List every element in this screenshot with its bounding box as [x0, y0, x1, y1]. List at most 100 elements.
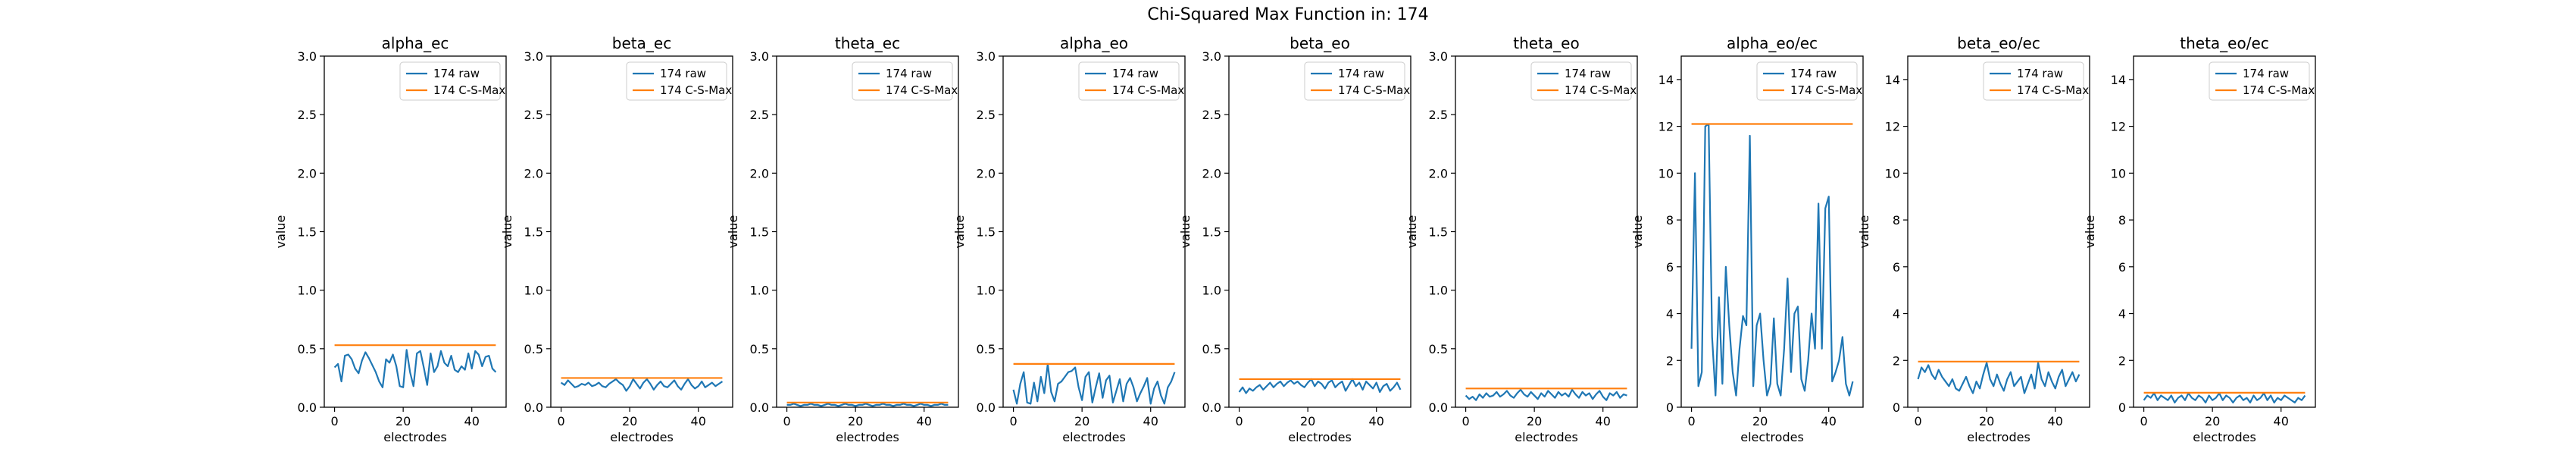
y-tick-label: 3.0 — [524, 49, 543, 64]
y-tick-label: 2.0 — [977, 166, 996, 180]
y-tick-label: 2.5 — [750, 108, 769, 122]
y-tick-label: 1.0 — [1429, 284, 1448, 298]
x-tick-label: 20 — [1527, 414, 1542, 428]
raw-series-line — [1917, 362, 2080, 394]
chart-panel-4: alpha_eo 0 20 40 0.0 0.5 1.0 1.5 2.0 2.5 3.0 electr… — [952, 34, 1186, 444]
chart-panel-3: theta_ec 0 20 40 0.0 0.5 1.0 1.5 2.0 2.5 3.0 electr… — [726, 34, 959, 444]
y-tick-label: 2.0 — [1202, 166, 1221, 180]
y-tick-label: 0.5 — [524, 342, 543, 356]
y-tick-label: 2 — [1893, 353, 1900, 368]
legend-entry: 174 raw — [1790, 67, 1837, 80]
panel-title: beta_eo/ec — [1957, 34, 2040, 52]
chart-panels: alpha_ec0 20 400.00.51.01.52.02.53.0electr… — [274, 34, 2316, 444]
figure-title: Chi-Squared Max Function in: 174 — [1147, 5, 1428, 24]
legend: 174 raw 174 C-S-Max — [399, 61, 505, 101]
y-tick-label: 2.0 — [1429, 166, 1448, 180]
y-tick-label: 1.0 — [1202, 284, 1221, 298]
y-tick-label: 3.0 — [750, 49, 769, 64]
legend: 174 raw 174 C-S-Max — [852, 61, 958, 101]
y-tick-label: 8 — [1666, 213, 1674, 228]
raw-series-line — [786, 403, 949, 407]
y-tick-label: 0 — [2118, 400, 2126, 415]
y-tick-label: 2.5 — [1202, 108, 1221, 122]
y-tick-label: 0.0 — [1429, 400, 1448, 415]
legend-entry: 174 raw — [2243, 67, 2289, 80]
x-axis-label: electrodes — [1515, 430, 1578, 444]
x-axis-label: electrodes — [1288, 430, 1352, 444]
x-tick-label: 20 — [1752, 414, 1768, 428]
legend-entry: 174 C-S-Max — [433, 83, 505, 97]
plot-frame — [1228, 55, 1411, 408]
legend-entry: 174 C-S-Max — [2243, 83, 2315, 97]
y-tick-label: 10 — [2111, 166, 2126, 180]
x-tick-label: 0 — [1914, 414, 1921, 428]
legend-entry: 174 C-S-Max — [1790, 83, 1862, 97]
raw-series-line — [560, 378, 724, 392]
y-tick-label: 8 — [2118, 213, 2126, 228]
y-tick-label: 12 — [2111, 120, 2126, 134]
y-axis-label: value — [2083, 215, 2097, 249]
raw-series-line — [2143, 392, 2306, 403]
y-tick-label: 0 — [1666, 400, 1674, 415]
x-tick-label: 0 — [2140, 414, 2147, 428]
x-tick-label: 0 — [1009, 414, 1017, 428]
y-tick-label: 2.5 — [977, 108, 996, 122]
y-tick-label: 0.0 — [524, 400, 543, 415]
panel-title: theta_ec — [835, 34, 900, 52]
x-tick-label: 40 — [1369, 414, 1384, 428]
y-tick-label: 14 — [1885, 73, 1900, 87]
x-axis-label: electrodes — [836, 430, 899, 444]
y-tick-label: 6 — [1893, 260, 1900, 275]
plot-frame — [776, 55, 959, 408]
y-axis-label: value — [500, 215, 514, 249]
y-axis-label: value — [1630, 215, 1645, 249]
x-tick-label: 0 — [330, 414, 338, 428]
y-tick-label: 0.0 — [750, 400, 769, 415]
legend-entry: 174 C-S-Max — [2017, 83, 2089, 97]
y-tick-label: 0 — [1893, 400, 1900, 415]
x-axis-label: electrodes — [1967, 430, 2030, 444]
x-tick-label: 40 — [2274, 414, 2289, 428]
plot-frame — [1455, 55, 1638, 408]
y-tick-label: 0.5 — [1429, 342, 1448, 356]
y-tick-label: 1.0 — [750, 284, 769, 298]
y-tick-label: 12 — [1885, 120, 1900, 134]
legend-entry: 174 raw — [1565, 67, 1611, 80]
y-tick-label: 2.0 — [750, 166, 769, 180]
y-tick-label: 14 — [1658, 73, 1674, 87]
y-tick-label: 3.0 — [977, 49, 996, 64]
legend: 174 raw 174 C-S-Max — [1983, 61, 2089, 101]
x-axis-label: electrodes — [1062, 430, 1126, 444]
x-tick-label: 20 — [1074, 414, 1089, 428]
y-tick-label: 8 — [1893, 213, 1900, 228]
y-tick-label: 2.0 — [298, 166, 317, 180]
x-tick-label: 40 — [1821, 414, 1837, 428]
x-axis-label: electrodes — [383, 430, 447, 444]
x-tick-label: 0 — [557, 414, 564, 428]
legend-entry: 174 raw — [433, 67, 480, 80]
legend-entry: 174 C-S-Max — [660, 83, 732, 97]
legend: 174 raw 174 C-S-Max — [626, 61, 732, 101]
legend-entry: 174 C-S-Max — [1112, 83, 1184, 97]
legend-entry: 174 C-S-Max — [1565, 83, 1637, 97]
y-tick-label: 2.5 — [1429, 108, 1448, 122]
legend-entry: 174 raw — [1112, 67, 1158, 80]
y-tick-label: 0.0 — [977, 400, 996, 415]
y-tick-label: 6 — [2118, 260, 2126, 275]
y-tick-label: 1.5 — [977, 225, 996, 240]
raw-series-line — [1012, 362, 1176, 405]
x-tick-label: 0 — [1235, 414, 1243, 428]
y-axis-label: value — [1405, 215, 1419, 249]
x-axis-label: electrodes — [610, 430, 674, 444]
legend-entry: 174 raw — [886, 67, 932, 80]
panel-title: alpha_ec — [382, 34, 449, 52]
legend: 174 raw 174 C-S-Max — [1756, 61, 1862, 101]
y-axis-label: value — [1857, 215, 1871, 249]
y-tick-label: 4 — [2118, 307, 2126, 322]
raw-series-line — [1238, 378, 1402, 394]
panel-title: alpha_eo/ec — [1727, 34, 1818, 52]
x-tick-label: 0 — [1687, 414, 1695, 428]
y-tick-label: 2 — [2118, 353, 2126, 368]
x-tick-label: 40 — [691, 414, 706, 428]
